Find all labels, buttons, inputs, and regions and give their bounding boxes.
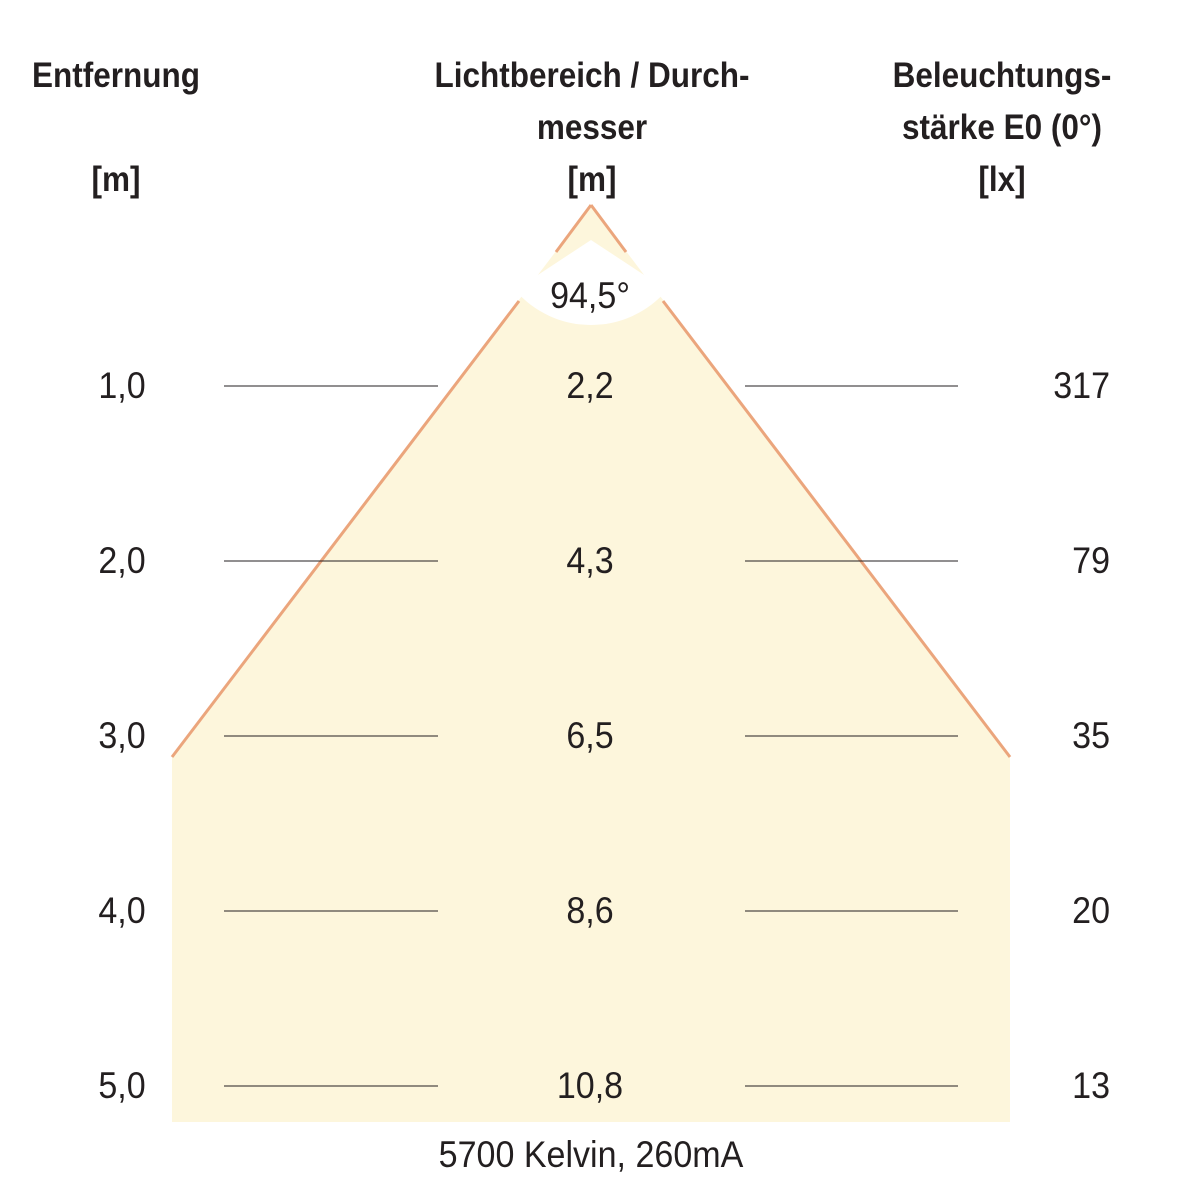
distance-value-2: 2,0 xyxy=(98,540,146,581)
beam-angle-label: 94,5° xyxy=(550,275,630,316)
diameter-header-title-line1: Lichtbereich / Durch- xyxy=(434,56,750,95)
beam-edge-right-upper xyxy=(589,204,628,253)
beam-edge-left xyxy=(170,300,521,758)
illuminance-value-2: 79 xyxy=(1072,540,1110,581)
diameter-value-1: 2,2 xyxy=(566,365,614,406)
illuminance-value-5: 13 xyxy=(1072,1065,1110,1106)
diameter-header-title-line2: messer xyxy=(536,108,648,147)
distance-value-3: 3,0 xyxy=(98,715,146,756)
illuminance-header: Beleuchtungs- stärke E0 (0°) [lx] xyxy=(876,50,1128,206)
light-cone-fill xyxy=(172,205,1010,1122)
distance-value-4: 4,0 xyxy=(98,890,146,931)
distance-header-unit: [m] xyxy=(91,160,141,199)
illuminance-value-1: 317 xyxy=(1053,365,1110,406)
illuminance-header-title-line2: stärke E0 (0°) xyxy=(902,108,1102,147)
diameter-value-5: 10,8 xyxy=(556,1065,624,1106)
distance-header-title: Entfernung xyxy=(32,56,200,95)
angle-label-cutout xyxy=(515,240,667,326)
beam-edge-right xyxy=(661,300,1012,758)
diameter-value-4: 8,6 xyxy=(566,890,614,931)
beam-edge-left-upper xyxy=(554,204,593,253)
illuminance-value-4: 20 xyxy=(1072,890,1110,931)
illuminance-header-title-line1: Beleuchtungs- xyxy=(892,56,1112,95)
diameter-value-3: 6,5 xyxy=(566,715,614,756)
illuminance-header-unit: [lx] xyxy=(978,160,1026,199)
distance-value-1: 1,0 xyxy=(98,365,146,406)
diameter-value-2: 4,3 xyxy=(566,540,614,581)
guide-lines xyxy=(224,385,958,1087)
distance-header: Entfernung [m] xyxy=(12,50,221,206)
illuminance-value-3: 35 xyxy=(1072,715,1110,756)
distance-value-5: 5,0 xyxy=(98,1065,146,1106)
footer-caption: 5700 Kelvin, 260mA xyxy=(438,1134,744,1175)
diameter-header: Lichtbereich / Durch- messer [m] xyxy=(412,50,772,206)
diameter-header-unit: [m] xyxy=(567,160,617,199)
